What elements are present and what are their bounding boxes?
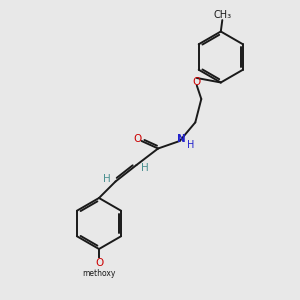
Text: N: N bbox=[176, 134, 185, 145]
Text: H: H bbox=[188, 140, 195, 150]
Text: CH₃: CH₃ bbox=[213, 10, 231, 20]
Text: O: O bbox=[95, 258, 103, 268]
Text: H: H bbox=[141, 163, 149, 173]
Text: methoxy: methoxy bbox=[82, 269, 116, 278]
Text: O: O bbox=[193, 77, 201, 87]
Text: H: H bbox=[103, 173, 111, 184]
Text: O: O bbox=[134, 134, 142, 144]
